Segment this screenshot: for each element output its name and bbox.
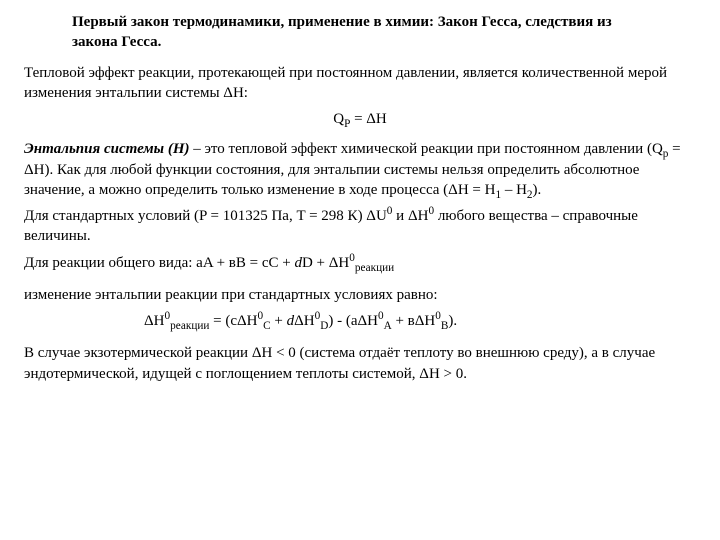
sub: C: [263, 320, 271, 332]
paragraph-reaction-general: Для реакции общего вида: aA + вB = сС + …: [24, 253, 696, 273]
text: +: [271, 313, 287, 329]
text: ).: [533, 182, 542, 198]
eq-rhs: = ΔH: [354, 111, 387, 127]
text: Тепловой эффект реакции, протекающей при…: [24, 65, 667, 101]
page-title: Первый закон термодинамики, применение в…: [72, 12, 696, 53]
text: ΔH: [294, 313, 314, 329]
paragraph-enthalpy: Энтальпия системы (H) – это тепловой эфф…: [24, 139, 696, 200]
equation-delta-h: ΔH0реакции = (сΔH0C + dΔH0D) - (аΔH0A + …: [24, 311, 696, 331]
text: ΔH: [144, 313, 164, 329]
text: изменение энтальпии реакции при стандарт…: [24, 287, 438, 303]
text: Для стандартных условий (P = 101325 Па, …: [24, 208, 387, 224]
text: = (сΔH: [209, 313, 257, 329]
term-label: Энтальпия системы (H): [24, 141, 189, 157]
paragraph-intro: Тепловой эффект реакции, протекающей при…: [24, 63, 696, 104]
sub: A: [384, 320, 392, 332]
text-italic: d: [294, 255, 302, 271]
equation-qp: QP = ΔH: [24, 109, 696, 129]
sub: реакции: [355, 262, 394, 274]
text: В случае экзотермической реакции ΔH < 0 …: [24, 345, 655, 381]
paragraph-change: изменение энтальпии реакции при стандарт…: [24, 285, 696, 305]
text: D + ΔH: [302, 255, 349, 271]
paragraph-exo-endo: В случае экзотермической реакции ΔH < 0 …: [24, 343, 696, 384]
sub: реакции: [170, 320, 209, 332]
text: – H: [501, 182, 527, 198]
text: ) - (аΔH: [328, 313, 378, 329]
document-page: Первый закон термодинамики, применение в…: [0, 0, 720, 402]
text-italic: d: [287, 313, 295, 329]
text: – это тепловой эффект химической реакции…: [189, 141, 662, 157]
eq-lhs: Q: [333, 111, 344, 127]
text: Для реакции общего вида: aA + вB = сС +: [24, 255, 294, 271]
text: ).: [448, 313, 457, 329]
paragraph-standard: Для стандартных условий (P = 101325 Па, …: [24, 206, 696, 247]
text: + вΔH: [392, 313, 436, 329]
text: и ΔH: [392, 208, 428, 224]
